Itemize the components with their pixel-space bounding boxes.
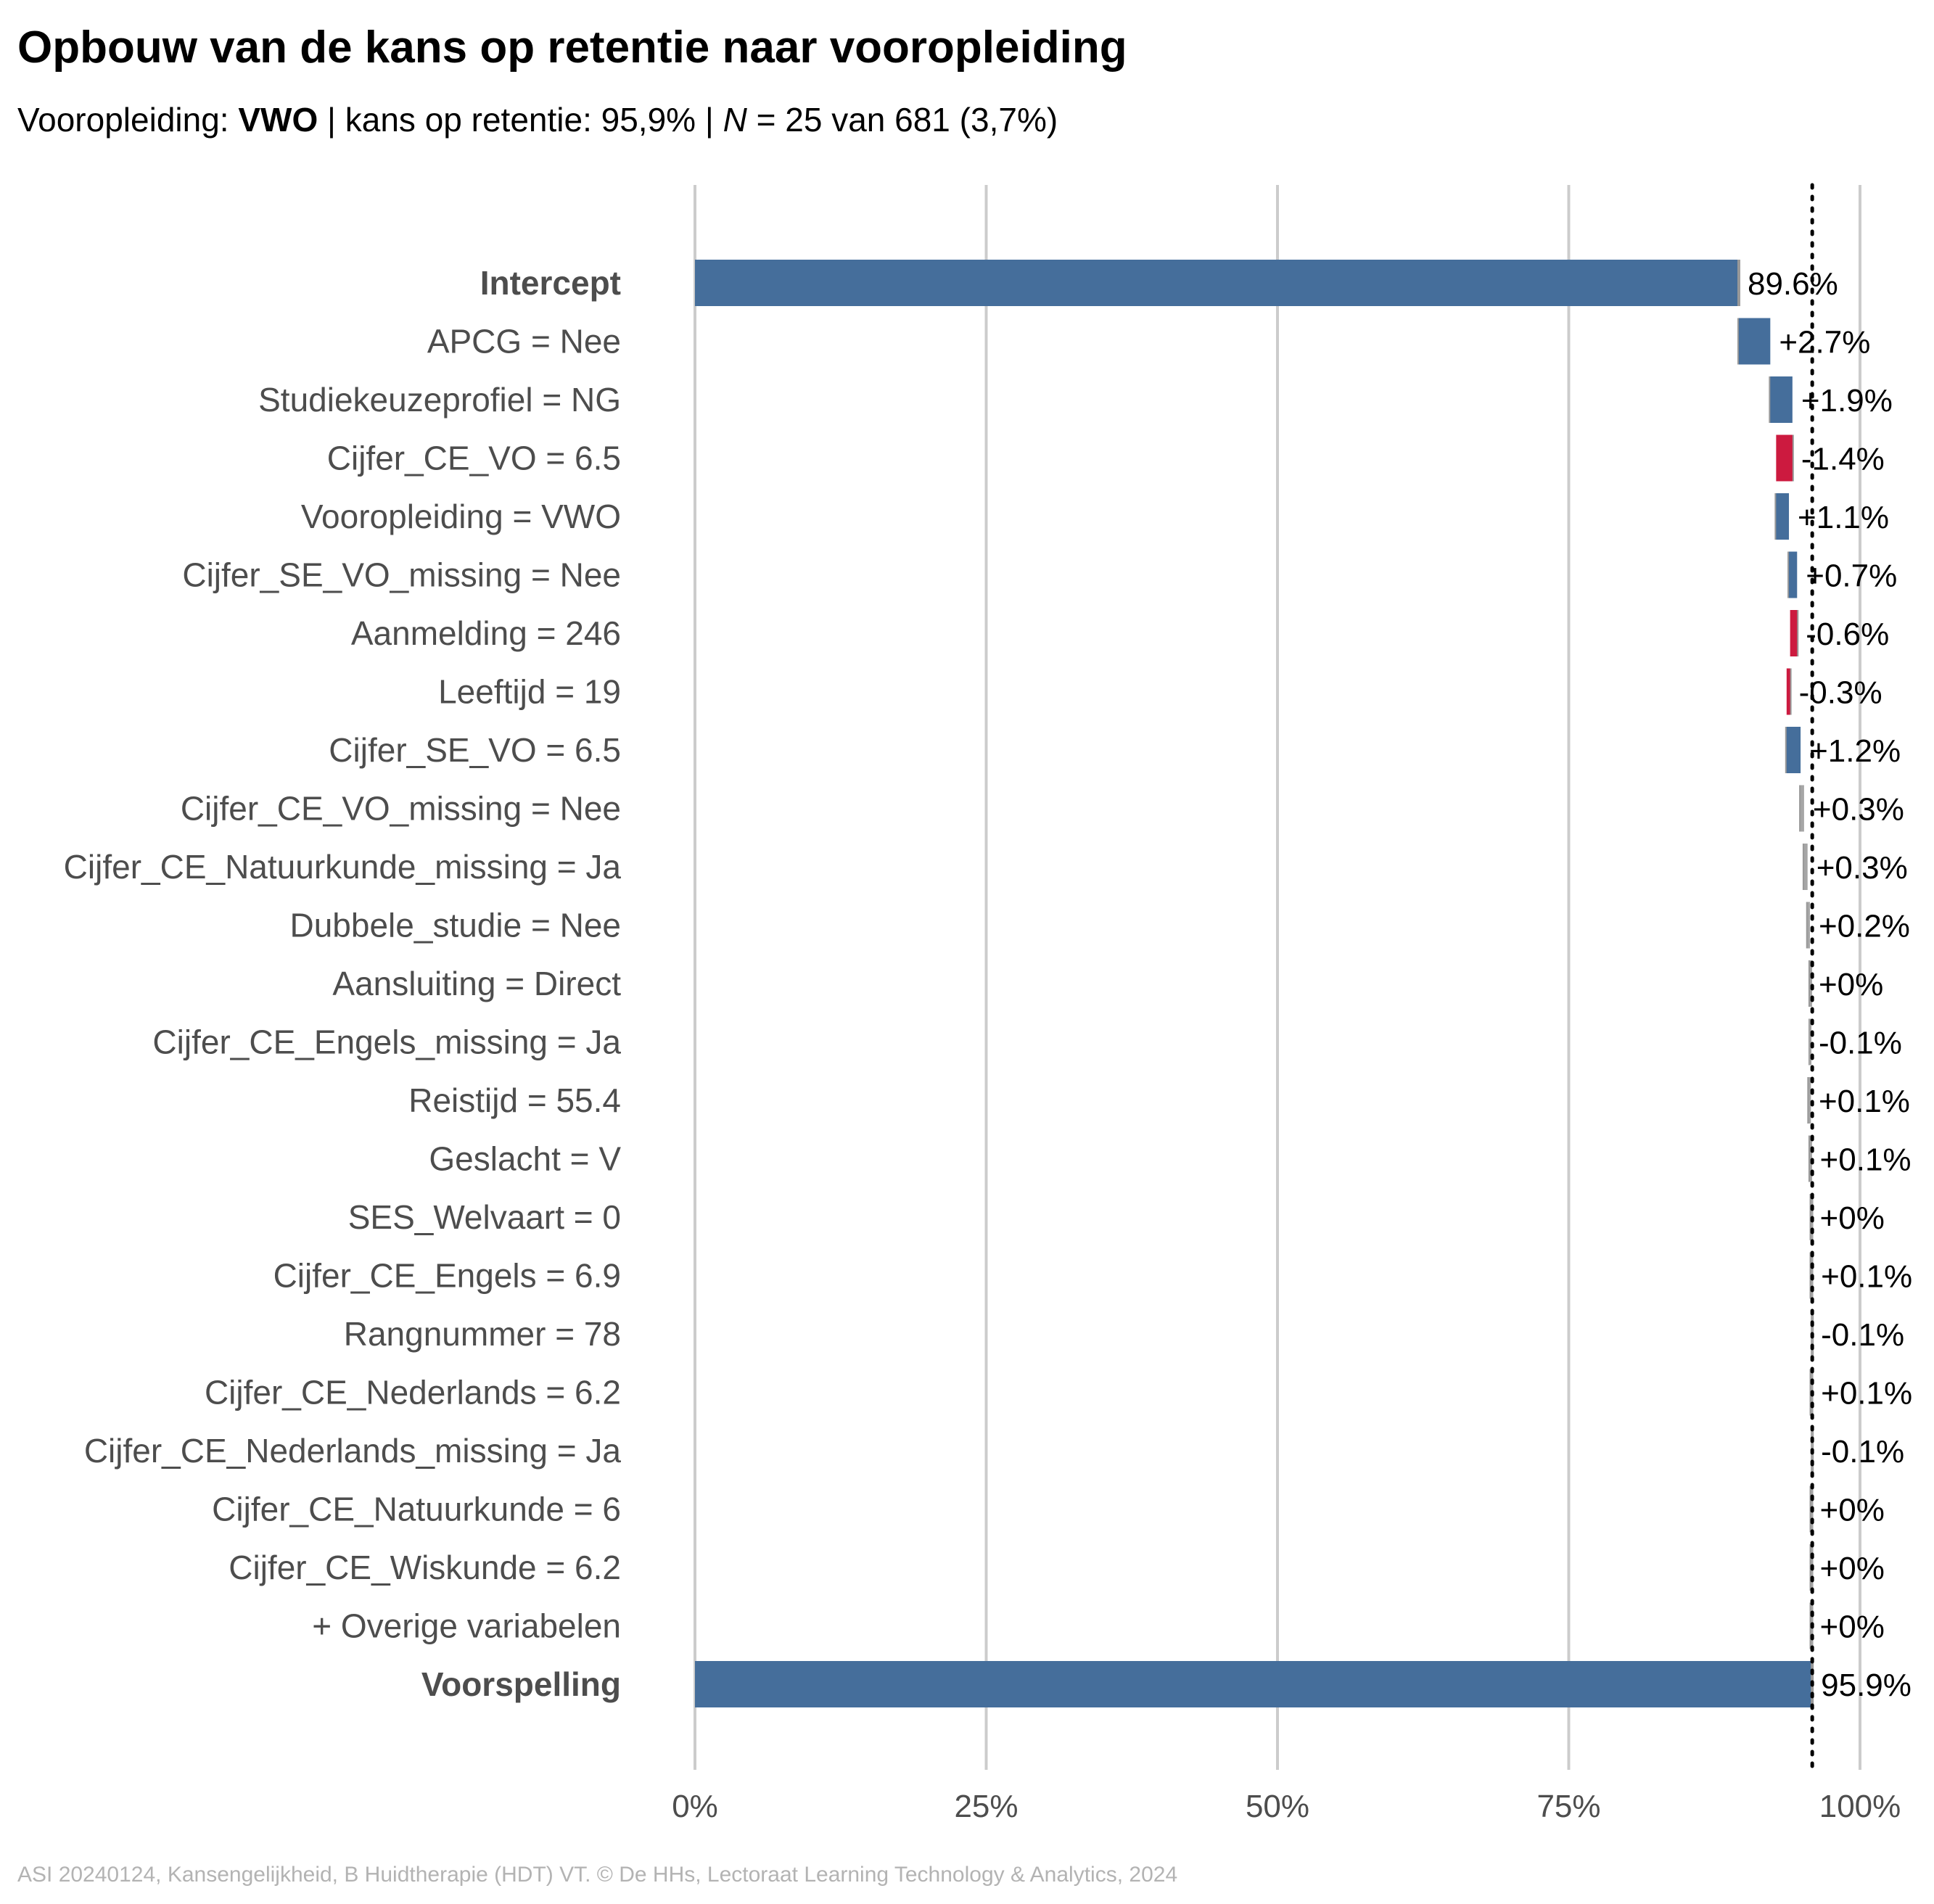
- category-label: Intercept: [480, 264, 621, 302]
- value-label: +0.3%: [1813, 792, 1904, 828]
- waterfall-bar: [1738, 318, 1771, 365]
- category-label: Cijfer_SE_VO = 6.5: [329, 731, 621, 769]
- category-label: Aansluiting = Direct: [332, 965, 621, 1002]
- value-label: -0.6%: [1806, 617, 1889, 652]
- chart-subtitle: Vooropleiding: VWO | kans op retentie: 9…: [17, 100, 1058, 139]
- waterfall-bar: [1809, 1077, 1811, 1124]
- value-label: +0%: [1820, 1610, 1885, 1645]
- category-label: Rangnummer = 78: [344, 1315, 621, 1353]
- value-label: +0%: [1820, 1493, 1885, 1528]
- x-tick-label: 25%: [954, 1789, 1018, 1824]
- category-label: Cijfer_CE_Natuurkunde = 6: [212, 1491, 621, 1528]
- category-label: Cijfer_CE_Natuurkunde_missing = Ja: [64, 848, 622, 886]
- x-tick-label: 50%: [1246, 1789, 1309, 1824]
- category-label: Cijfer_CE_Engels_missing = Ja: [152, 1023, 621, 1061]
- chart-title: Opbouw van de kans op retentie naar voor…: [17, 22, 1127, 73]
- category-label: SES_Welvaart = 0: [348, 1198, 621, 1236]
- category-label: Studiekeuzeprofiel = NG: [258, 381, 621, 419]
- value-label: +0.1%: [1820, 1142, 1912, 1178]
- value-label: +0%: [1819, 967, 1883, 1002]
- category-label: Geslacht = V: [429, 1140, 621, 1178]
- category-label: Aanmelding = 246: [351, 614, 621, 652]
- category-label: Vooropleiding = VWO: [301, 498, 621, 535]
- category-label: Reistijd = 55.4: [408, 1081, 621, 1119]
- waterfall-bar: [695, 260, 1739, 306]
- category-label: Cijfer_CE_VO_missing = Nee: [181, 790, 621, 828]
- value-label: -1.4%: [1801, 442, 1885, 477]
- x-tick-label: 100%: [1819, 1789, 1901, 1824]
- value-label: +0.2%: [1819, 909, 1910, 944]
- waterfall-bar: [1786, 668, 1790, 715]
- waterfall-bar: [1790, 610, 1798, 656]
- subtitle-n-symbol: N: [723, 101, 747, 139]
- waterfall-bar: [1789, 551, 1798, 598]
- value-label: +0.1%: [1819, 1084, 1910, 1119]
- category-label: APCG = Nee: [427, 323, 621, 360]
- category-label: Leeftijd = 19: [438, 673, 621, 711]
- subtitle-group: VWO: [238, 101, 318, 139]
- value-label: +0.1%: [1821, 1376, 1912, 1411]
- value-label: -0.1%: [1819, 1026, 1902, 1061]
- category-label: + Overige variabelen: [312, 1607, 621, 1645]
- subtitle-suffix: = 25 van 681 (3,7%): [746, 101, 1058, 139]
- value-label: +0.1%: [1821, 1259, 1912, 1295]
- chart-caption: ASI 20240124, Kansengelijkheid, B Huidth…: [17, 1863, 1178, 1887]
- value-label: +0.3%: [1816, 850, 1908, 886]
- value-label: -0.1%: [1821, 1317, 1904, 1353]
- x-tick-label: 75%: [1536, 1789, 1600, 1824]
- subtitle-prefix: Vooropleiding:: [17, 101, 239, 139]
- waterfall-bar: [1770, 376, 1793, 423]
- category-label: Cijfer_CE_Wiskunde = 6.2: [229, 1549, 621, 1586]
- category-label: Cijfer_CE_Engels = 6.9: [273, 1257, 621, 1295]
- waterfall-bar: [1776, 493, 1790, 540]
- waterfall-bar: [1786, 727, 1801, 773]
- category-label: Cijfer_CE_Nederlands_missing = Ja: [84, 1432, 622, 1470]
- category-label: Cijfer_CE_VO = 6.5: [327, 440, 621, 477]
- value-label: +1.2%: [1809, 733, 1901, 769]
- waterfall-bar: [1776, 434, 1793, 482]
- value-label: +2.7%: [1779, 325, 1870, 360]
- waterfall-bar: [1803, 844, 1808, 890]
- x-tick-label: 0%: [672, 1789, 718, 1824]
- value-label: +0%: [1820, 1200, 1885, 1236]
- category-label: Cijfer_CE_Nederlands = 6.2: [205, 1374, 621, 1411]
- waterfall-bar: [1801, 785, 1804, 832]
- category-label: Voorspelling: [421, 1665, 621, 1703]
- bar-start-edge: [1790, 434, 1794, 482]
- value-label: 95.9%: [1821, 1668, 1912, 1703]
- value-label: -0.1%: [1821, 1434, 1904, 1470]
- waterfall-bar: [1809, 960, 1812, 1007]
- category-label: Dubbele_studie = Nee: [290, 907, 622, 944]
- category-label: Cijfer_SE_VO_missing = Nee: [182, 556, 621, 594]
- value-label: 89.6%: [1748, 266, 1838, 302]
- waterfall-bar: [1807, 902, 1810, 949]
- value-label: +1.9%: [1801, 383, 1893, 419]
- value-label: +1.1%: [1798, 500, 1889, 535]
- value-label: -0.3%: [1799, 675, 1882, 711]
- waterfall-bar: [1809, 1018, 1811, 1066]
- value-label: +0%: [1820, 1551, 1885, 1586]
- subtitle-middle: | kans op retentie: 95,9% |: [318, 101, 723, 139]
- bar-end-edge: [1737, 260, 1740, 306]
- waterfall-bar: [695, 1661, 1813, 1707]
- value-label: +0.7%: [1806, 559, 1897, 594]
